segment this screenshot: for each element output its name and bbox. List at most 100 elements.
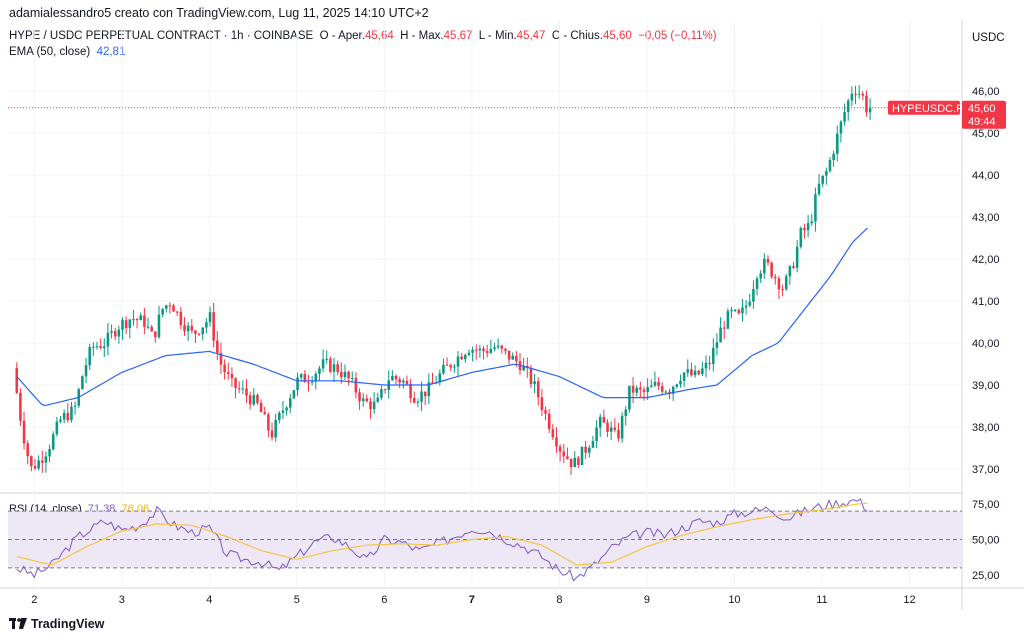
chart-svg[interactable]: 46,00 45,00 44,00 43,00 42,00 41,00 40,00 39,00… [0,0,1024,610]
candle-body [442,364,445,374]
change-value: −0,05 (−0,11%) [638,30,717,42]
candle-body [62,412,66,420]
candle-body [241,388,245,390]
time-tick-label: 2 [31,594,37,606]
candle-body [201,327,205,335]
candle-body [777,278,781,289]
candle-body [602,416,606,423]
candle-body [161,308,164,315]
candle-body [715,342,719,348]
candle-body [795,246,799,268]
candle-body [59,419,62,422]
candle-body [482,348,485,352]
high-label: H - Max. [400,30,444,42]
candle-body [372,401,376,410]
rsi-ma-line [16,502,868,566]
candle-body [861,93,865,96]
candle-body [478,348,482,351]
candle-body [380,389,383,398]
candle-body [208,312,212,323]
candle-body [755,278,759,289]
footer-brand: TradingView [9,617,104,631]
candle-body [617,429,620,439]
currency-label[interactable]: USDC [972,32,1005,44]
price-tick-label: 44,00 [972,170,1000,182]
candle-body [245,388,248,396]
candle-body [573,457,576,468]
candle-body [660,386,664,392]
candle-body [288,398,292,408]
candle-body [635,387,638,393]
candle-body [139,315,143,321]
candle-body [194,330,197,334]
candle-body [704,362,708,369]
candle-body [438,373,442,383]
candle-body [504,348,507,351]
candle-body [828,160,832,172]
candle-body [544,410,547,414]
price-tag [962,100,1006,129]
candle-body [868,108,872,113]
candle-body [150,326,153,332]
candle-body [817,183,821,195]
candle-body [26,443,29,457]
candle-body [292,390,296,399]
candle-body [259,402,263,413]
candle-body [22,420,26,444]
candle-body [33,466,37,469]
candle-body [186,325,190,332]
candle-body [759,273,762,279]
price-tag-value: 45,60 [968,103,996,115]
candle-body [664,391,668,393]
candle-body [555,437,558,447]
candle-body [197,333,201,335]
high-value: 45,67 [443,30,473,42]
candle-body [675,384,679,387]
candle-body [467,352,471,355]
price-tick-label: 45,00 [972,128,1000,140]
candle-body [135,319,139,321]
candle-body [51,434,55,450]
candle-body [719,327,722,343]
candle-body [117,329,121,337]
time-tick-label: 4 [206,594,212,606]
candle-body [252,395,256,405]
ema-legend: EMA (50, close) 42,81 [9,46,125,58]
candle-body [836,133,839,154]
time-tick-label: 10 [728,594,740,606]
candle-body [733,309,737,311]
candle-body [190,325,194,331]
price-tick-label: 39,00 [972,380,1000,392]
candle-body [606,422,609,432]
candle-body [66,412,70,421]
rsi-tick-label: 25,00 [972,570,1000,582]
candle-body [821,175,824,184]
candle-body [584,446,587,453]
candle-body [347,371,350,379]
price-tick-label: 46,00 [972,86,1000,98]
candle-body [646,387,649,393]
close-value: 45,60 [602,30,632,42]
candle-body [175,311,179,313]
candle-body [507,350,511,360]
candle-body [230,374,234,379]
candle-body [183,325,186,332]
candle-body [748,301,752,306]
candle-body [474,349,478,351]
candle-body [405,380,409,385]
ema-line [16,227,868,407]
candle-body [172,305,175,312]
candle-body [591,441,595,448]
candle-body [558,446,562,452]
candle-body [865,95,868,113]
candle-body [784,276,788,290]
candle-body [730,309,733,312]
candle-body [464,354,467,360]
low-value: 45,47 [516,30,546,42]
candle-body [551,429,555,438]
candle-body [256,395,259,403]
candle-body [799,227,803,247]
candle-body [212,312,215,341]
candle-body [226,372,230,375]
candle-body [55,421,59,435]
